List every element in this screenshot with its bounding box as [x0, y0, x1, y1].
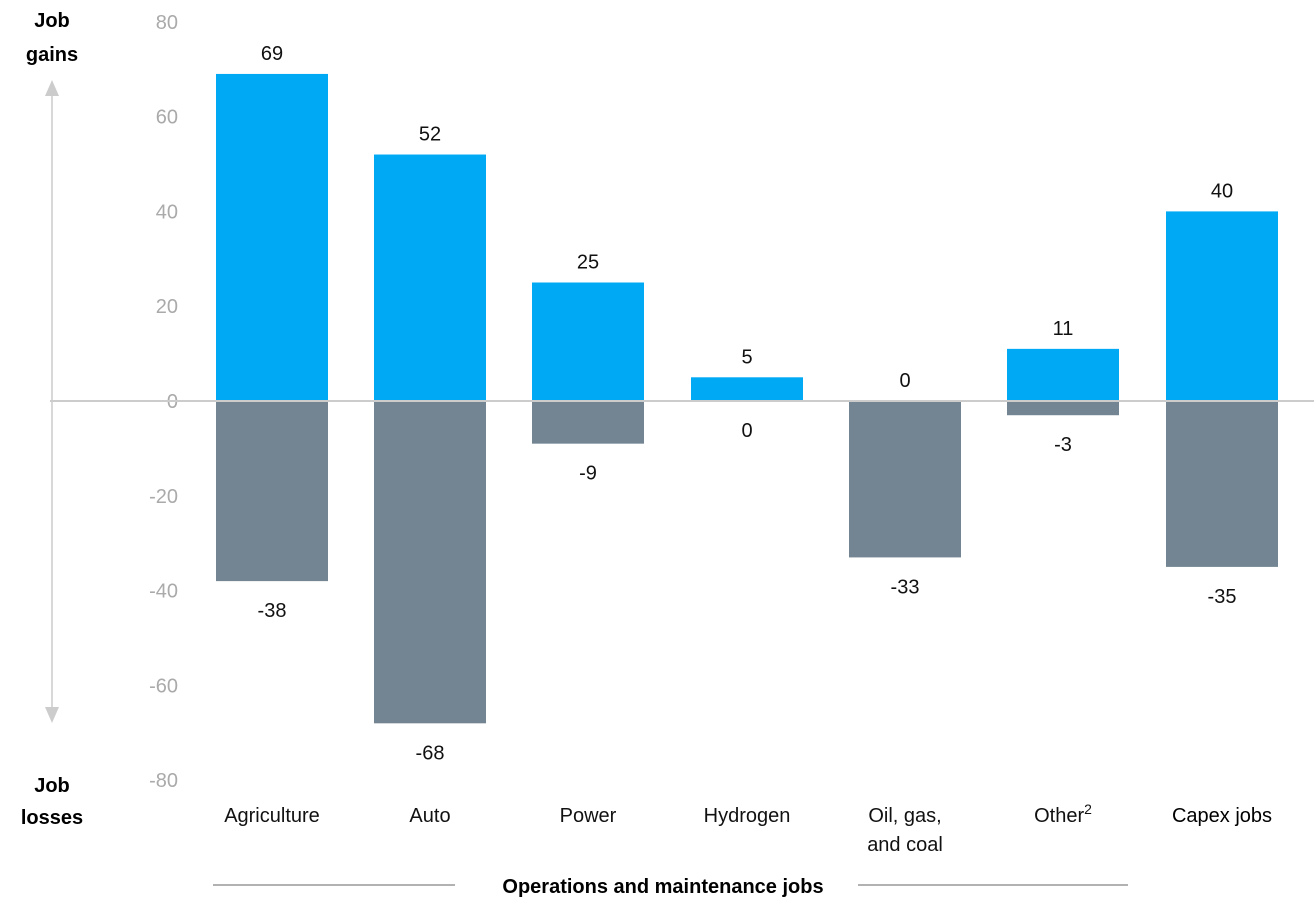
y-tick-label: 20	[156, 296, 178, 318]
bar-loss	[374, 401, 486, 724]
bar-gain	[1007, 348, 1119, 401]
value-label-loss: 0	[741, 420, 752, 442]
category-label: Oil, gas, and coal	[867, 805, 943, 856]
bar-loss	[1166, 401, 1278, 567]
y-tick-label: 80	[156, 12, 178, 34]
bar-loss	[532, 401, 644, 444]
job-gains-label-line1: Job	[34, 10, 70, 32]
category-label: Auto	[409, 805, 450, 827]
value-label-gain: 11	[1053, 318, 1074, 340]
category-label: Capex jobs	[1172, 805, 1272, 827]
value-label-gain: 0	[899, 370, 910, 392]
value-label-gain: 25	[577, 252, 599, 274]
job-gains-label-line2: gains	[26, 44, 78, 66]
value-label-loss: -33	[891, 576, 920, 598]
y-tick-label: -20	[149, 486, 178, 508]
bar-loss	[1007, 401, 1119, 416]
value-labels: 69 -38 52 -68 25 -9 5 0 0 -33 11 -3 40 -35	[258, 43, 1237, 764]
bar-gain	[374, 154, 486, 401]
value-label-gain: 52	[419, 124, 441, 146]
job-losses-label-line1: Job	[34, 775, 70, 797]
category-labels: Agriculture Auto Power Hydrogen Oil, gas, and…	[224, 801, 1272, 856]
bar-loss	[849, 401, 961, 558]
bar-gain	[691, 377, 803, 401]
gains-losses-arrow-icon	[45, 80, 59, 723]
value-label-loss: -38	[258, 600, 287, 622]
y-tick-label: 40	[156, 201, 178, 223]
category-label: Power	[560, 805, 617, 827]
value-label-loss: -3	[1054, 434, 1072, 456]
category-label: Other2	[1034, 801, 1092, 827]
y-tick-label: -60	[149, 675, 178, 697]
job-losses-label-line2: losses	[21, 807, 83, 829]
value-label-loss: -9	[579, 463, 597, 485]
bars	[216, 73, 1278, 724]
y-tick-label: -80	[149, 770, 178, 792]
bar-gain	[1166, 211, 1278, 401]
category-label: Agriculture	[224, 805, 320, 827]
bar-loss	[216, 401, 328, 582]
value-label-gain: 40	[1211, 180, 1233, 202]
value-label-gain: 5	[741, 346, 752, 368]
bar-gain	[532, 282, 644, 401]
value-label-loss: -68	[416, 742, 445, 764]
y-tick-label: 60	[156, 107, 178, 129]
y-tick-label: -40	[149, 581, 178, 603]
value-label-loss: -35	[1208, 586, 1237, 608]
category-label: Hydrogen	[704, 805, 791, 827]
bar-gain	[216, 73, 328, 401]
value-label-gain: 69	[261, 43, 283, 65]
operations-maintenance-label: Operations and maintenance jobs	[502, 876, 823, 898]
